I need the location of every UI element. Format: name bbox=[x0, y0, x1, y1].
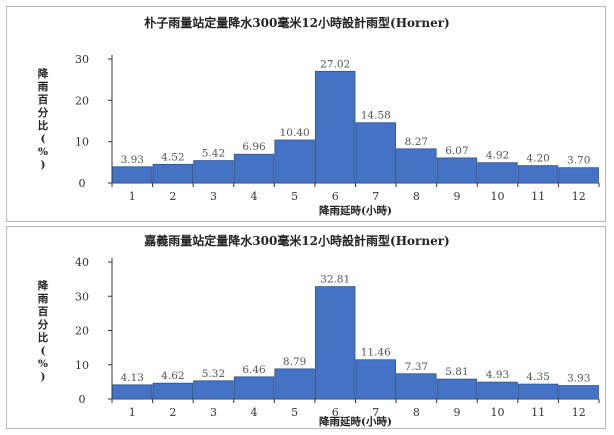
data-label: 4.20 bbox=[526, 153, 549, 165]
bar bbox=[274, 139, 315, 184]
x-tick-label: 1 bbox=[129, 406, 136, 419]
x-tick-label: 4 bbox=[251, 190, 258, 203]
x-tick-label: 3 bbox=[210, 190, 217, 203]
chart-title: 嘉義雨量站定量降水300毫米12小時設計雨型(Horner) bbox=[143, 233, 449, 248]
data-label: 3.93 bbox=[121, 154, 144, 166]
data-label: 4.92 bbox=[486, 150, 509, 162]
data-label: 4.35 bbox=[526, 371, 549, 383]
x-tick-label: 8 bbox=[413, 190, 420, 203]
y-tick-label: 20 bbox=[75, 325, 89, 338]
bar bbox=[233, 153, 275, 184]
bar bbox=[233, 376, 275, 400]
y-tick-label: 0 bbox=[79, 177, 86, 190]
bar bbox=[152, 163, 194, 184]
data-label: 32.81 bbox=[320, 274, 350, 286]
bar bbox=[355, 359, 396, 400]
chart-chiayi: 嘉義雨量站定量降水300毫米12小時設計雨型(Horner) 降雨百分比(%) … bbox=[38, 233, 600, 428]
x-tick-label: 12 bbox=[572, 190, 586, 203]
bar bbox=[558, 385, 599, 400]
x-tick-label: 9 bbox=[453, 406, 460, 419]
x-tick-label: 10 bbox=[491, 190, 505, 203]
bar bbox=[436, 157, 478, 184]
chart-title: 朴子雨量站定量降水300毫米12小時設計雨型(Horner) bbox=[144, 15, 449, 30]
chart-panel-chiayi: 嘉義雨量站定量降水300毫米12小時設計雨型(Horner) 降雨百分比(%) … bbox=[6, 226, 606, 429]
data-label: 10.40 bbox=[280, 127, 310, 139]
data-label: 6.07 bbox=[445, 145, 468, 157]
x-tick-label: 12 bbox=[572, 406, 586, 419]
bar bbox=[274, 368, 315, 400]
bar bbox=[477, 381, 518, 400]
x-tick-label: 3 bbox=[210, 406, 217, 419]
data-label: 8.79 bbox=[283, 356, 306, 368]
bar bbox=[558, 167, 599, 184]
bar bbox=[355, 122, 396, 184]
bar bbox=[477, 162, 518, 184]
data-label: 5.42 bbox=[202, 148, 225, 160]
x-tick-label: 4 bbox=[251, 406, 258, 419]
data-label: 5.81 bbox=[445, 366, 468, 378]
data-label: 11.46 bbox=[361, 347, 391, 359]
data-label: 3.70 bbox=[567, 155, 590, 167]
chart-marks: 0 10 20 30 40 4.13 1 4.62 2 5.32 3 6.46 4 8.79 5 32.81 6… bbox=[75, 256, 600, 419]
chart-puzi: 朴子雨量站定量降水300毫米12小時設計雨型(Horner) 降雨百分比(%) … bbox=[38, 15, 600, 217]
bar bbox=[436, 378, 478, 400]
data-label: 6.46 bbox=[242, 364, 266, 376]
y-tick-label: 20 bbox=[75, 94, 89, 107]
chart-marks: 0 10 20 30 3.93 1 4.52 2 5.42 3 6.96 4 10.40 5 27.02 6 1… bbox=[75, 53, 600, 203]
bar bbox=[315, 70, 356, 184]
y-tick-label: 10 bbox=[75, 359, 89, 372]
y-tick-label: 10 bbox=[75, 136, 89, 149]
y-tick-label: 40 bbox=[75, 256, 89, 269]
x-axis-label: 降雨延時(小時) bbox=[319, 204, 392, 217]
x-tick-label: 7 bbox=[372, 406, 379, 419]
data-label: 8.27 bbox=[405, 136, 428, 148]
x-tick-label: 7 bbox=[372, 190, 379, 203]
data-label: 6.96 bbox=[242, 141, 266, 153]
data-label: 7.37 bbox=[405, 361, 428, 373]
bar bbox=[517, 383, 559, 400]
bar bbox=[193, 160, 234, 184]
y-tick-label: 0 bbox=[79, 393, 86, 406]
data-label: 5.32 bbox=[202, 368, 225, 380]
bar bbox=[193, 380, 234, 400]
data-label: 3.93 bbox=[567, 373, 590, 385]
bar bbox=[517, 165, 559, 184]
data-label: 4.93 bbox=[486, 369, 509, 381]
y-tick-label: 30 bbox=[75, 290, 89, 303]
chart-panel-puzi: 朴子雨量站定量降水300毫米12小時設計雨型(Horner) 降雨百分比(%) … bbox=[6, 6, 606, 222]
data-label: 4.13 bbox=[121, 372, 144, 384]
bar bbox=[396, 148, 437, 184]
x-tick-label: 6 bbox=[332, 406, 339, 419]
data-label: 4.62 bbox=[161, 370, 184, 382]
data-label: 14.58 bbox=[361, 110, 391, 122]
x-tick-label: 10 bbox=[491, 406, 505, 419]
data-label: 4.52 bbox=[161, 151, 184, 163]
y-axis-label: 降雨百分比(%) bbox=[38, 279, 49, 383]
x-tick-label: 8 bbox=[413, 406, 420, 419]
x-axis-label: 降雨延時(小時) bbox=[319, 415, 392, 428]
x-tick-label: 5 bbox=[291, 406, 298, 419]
bar bbox=[112, 384, 153, 400]
data-label: 27.02 bbox=[320, 58, 350, 70]
y-tick-label: 30 bbox=[75, 53, 89, 66]
bar bbox=[152, 382, 194, 400]
y-axis-label: 降雨百分比(%) bbox=[38, 67, 49, 171]
x-tick-label: 5 bbox=[291, 190, 298, 203]
x-tick-label: 6 bbox=[332, 190, 339, 203]
bar bbox=[315, 286, 356, 400]
x-tick-label: 11 bbox=[531, 190, 545, 203]
bar bbox=[112, 166, 153, 184]
bar bbox=[396, 373, 437, 400]
x-tick-label: 9 bbox=[453, 190, 460, 203]
x-tick-label: 11 bbox=[531, 406, 545, 419]
x-tick-label: 2 bbox=[169, 406, 176, 419]
x-tick-label: 1 bbox=[129, 190, 136, 203]
x-tick-label: 2 bbox=[169, 190, 176, 203]
